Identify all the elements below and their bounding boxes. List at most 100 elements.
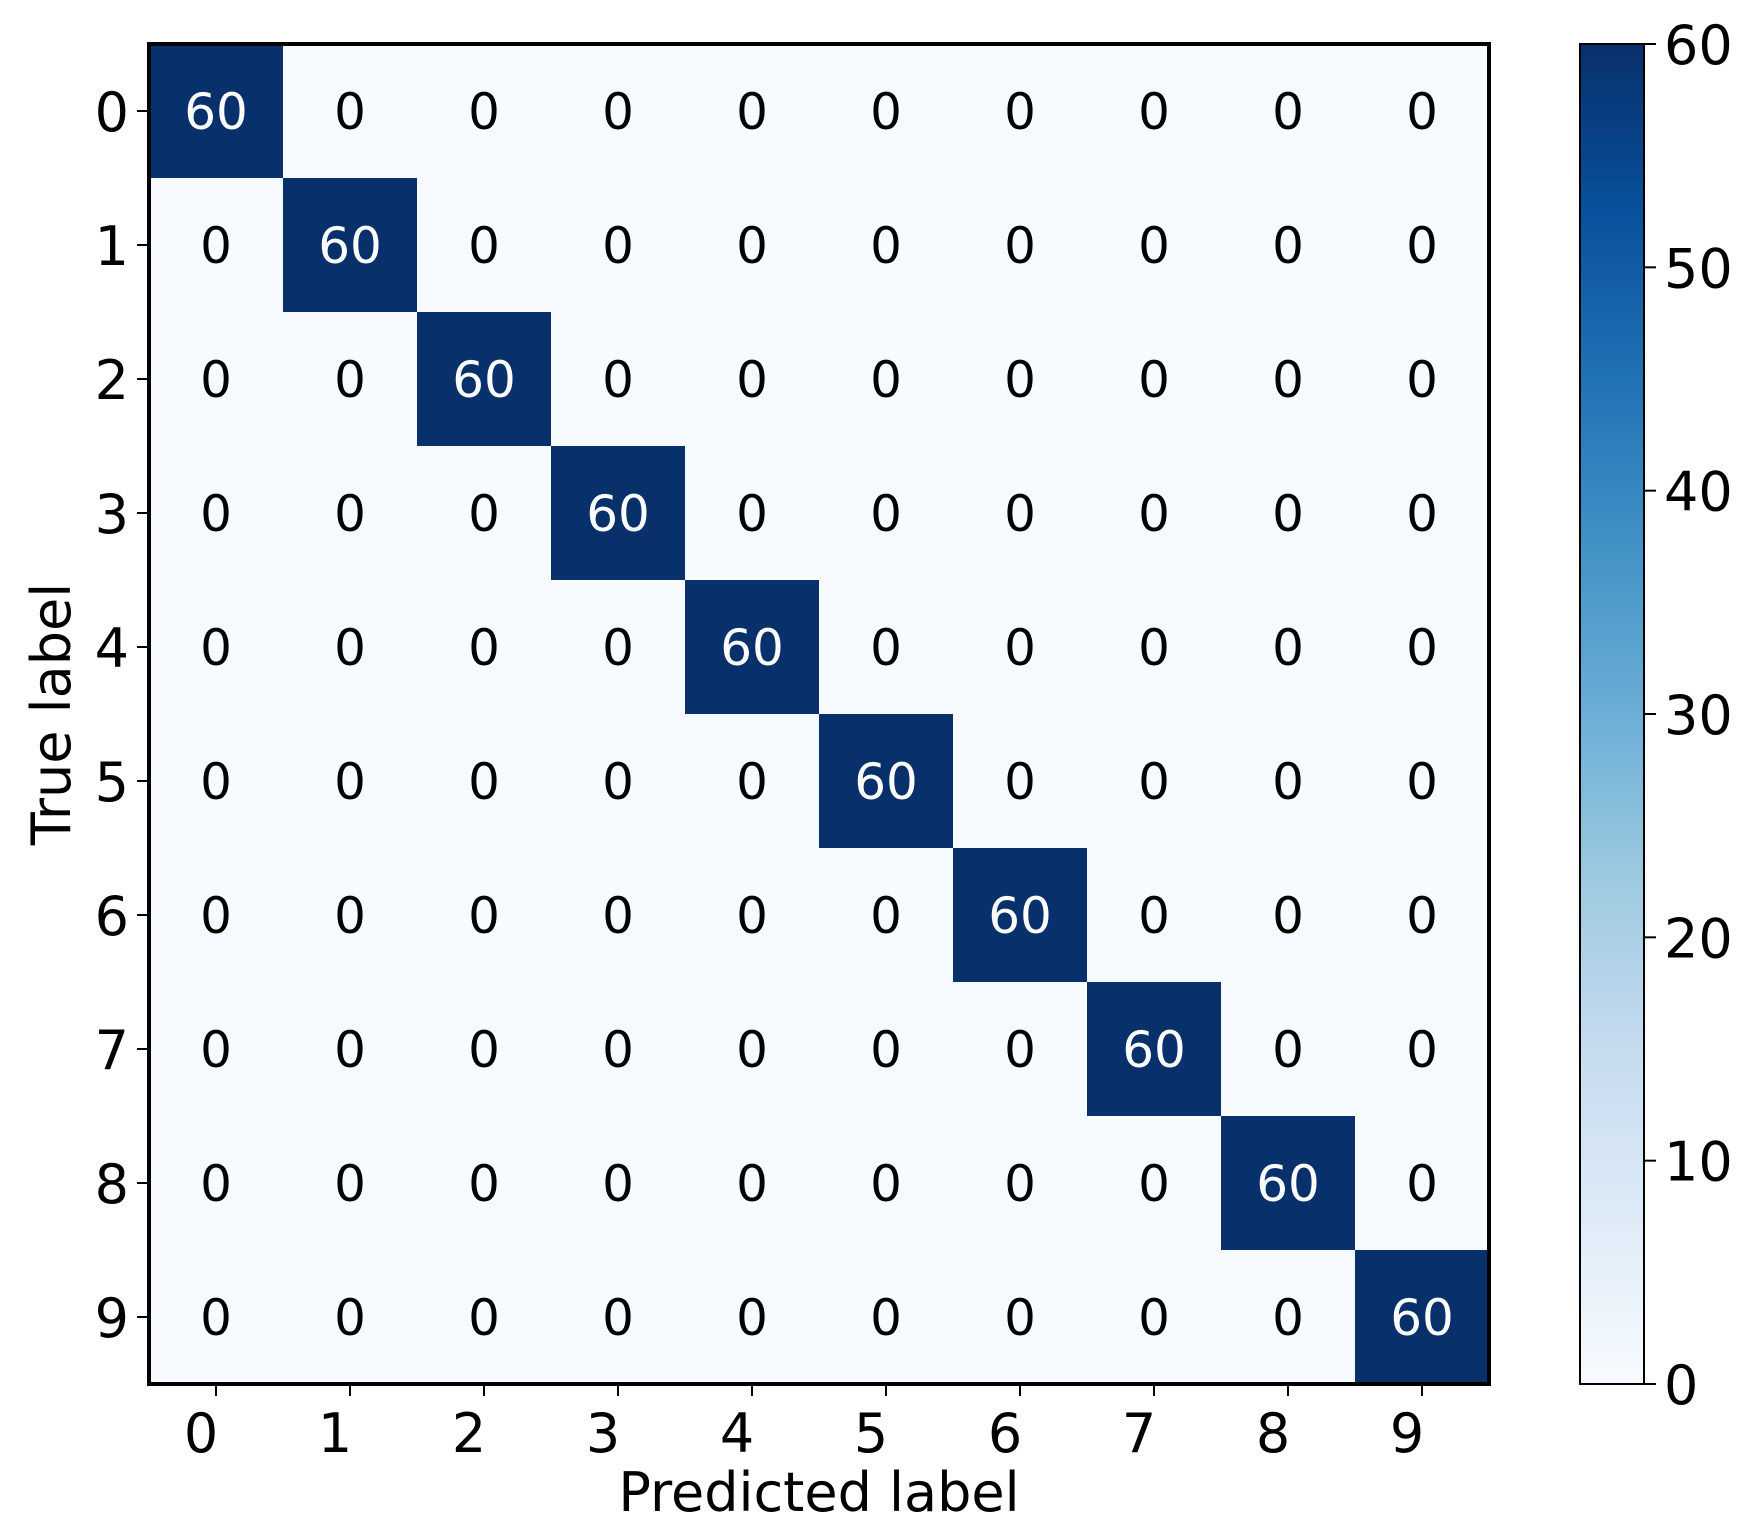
y-tick-label: 5 [95, 751, 129, 814]
x-tick-label: 3 [586, 1402, 620, 1465]
cell-value-label: 0 [736, 217, 768, 275]
heatmap-cell [551, 446, 686, 581]
cell-value-label: 0 [334, 619, 366, 677]
cell-value-label: 0 [1406, 351, 1438, 409]
y-tick-label: 7 [95, 1019, 129, 1082]
cell-value-label: 0 [870, 1021, 902, 1079]
x-tick-label: 9 [1390, 1402, 1424, 1465]
heatmap-cell [1221, 580, 1356, 715]
heatmap-cell [283, 848, 418, 983]
heatmap-cell [551, 714, 686, 849]
heatmap-cell [819, 848, 954, 983]
y-tick-label: 1 [95, 215, 129, 278]
y-tick-label: 3 [95, 483, 129, 546]
y-tick-label: 9 [95, 1287, 129, 1350]
cell-value-label: 0 [870, 1155, 902, 1213]
cell-value-label: 0 [1004, 1155, 1036, 1213]
heatmap-cell [283, 580, 418, 715]
heatmap-cell [819, 1250, 954, 1385]
heatmap-cell [1355, 1116, 1490, 1251]
colorbar-tick-label: 60 [1664, 14, 1733, 77]
heatmap-cell [819, 580, 954, 715]
cell-value-label: 0 [1272, 1021, 1304, 1079]
colorbar-ticks: 0 10 20 30 40 50 60 [1644, 14, 1733, 1417]
cell-value-label: 0 [334, 1289, 366, 1347]
heatmap-cell [551, 982, 686, 1117]
cell-value-label: 0 [468, 485, 500, 543]
heatmap-cell [283, 312, 418, 447]
cell-value-label: 0 [602, 217, 634, 275]
cell-value-label: 0 [1272, 83, 1304, 141]
cell-value-label: 0 [1272, 351, 1304, 409]
x-axis-label: Predicted label [618, 1461, 1019, 1524]
heatmap-cell [149, 714, 284, 849]
cell-value-label: 0 [200, 351, 232, 409]
cell-value-label: 0 [602, 1155, 634, 1213]
cell-value-label: 0 [870, 351, 902, 409]
heatmap-cell [1087, 44, 1222, 179]
heatmap-cell [953, 312, 1088, 447]
y-tick-label: 8 [95, 1153, 129, 1216]
cell-value-label: 0 [602, 619, 634, 677]
cell-value-label: 0 [1272, 1289, 1304, 1347]
heatmap-cell [1221, 982, 1356, 1117]
cell-value-label: 0 [1004, 485, 1036, 543]
heatmap-cell [685, 1116, 820, 1251]
heatmap-cell [149, 44, 284, 179]
heatmap-cell [1355, 1250, 1490, 1385]
cell-value-label: 0 [468, 1155, 500, 1213]
y-axis-label: True label [20, 583, 83, 846]
cell-value-label: 0 [1406, 1021, 1438, 1079]
heatmap-cell [1087, 580, 1222, 715]
cell-value-label: 0 [1406, 619, 1438, 677]
cell-value-label: 0 [1138, 83, 1170, 141]
cell-value-label: 0 [736, 83, 768, 141]
cell-value-label: 60 [318, 217, 382, 275]
cell-value-label: 0 [1004, 619, 1036, 677]
heatmap-cell [1087, 982, 1222, 1117]
heatmap-cell [1087, 714, 1222, 849]
cell-value-label: 0 [602, 1021, 634, 1079]
heatmap-cell [685, 446, 820, 581]
heatmap-cell [1355, 44, 1490, 179]
heatmap-cell [1087, 1250, 1222, 1385]
heatmap-cell [417, 848, 552, 983]
cell-value-label: 0 [1004, 1289, 1036, 1347]
heatmap-cell [685, 982, 820, 1117]
heatmap-cell [685, 312, 820, 447]
y-axis-ticks: 0 1 2 3 4 5 6 7 8 9 [95, 81, 149, 1350]
heatmap-cell [1087, 446, 1222, 581]
heatmap-cells [149, 44, 1490, 1385]
heatmap-cell [551, 312, 686, 447]
cell-value-label: 0 [736, 887, 768, 945]
cell-value-label: 0 [200, 1155, 232, 1213]
cell-value-label: 0 [736, 485, 768, 543]
cell-value-label: 0 [200, 1021, 232, 1079]
heatmap-cell [685, 580, 820, 715]
heatmap-cell [417, 714, 552, 849]
heatmap-cell [149, 580, 284, 715]
cell-value-label: 0 [870, 1289, 902, 1347]
cell-value-label: 0 [1004, 217, 1036, 275]
heatmap-cell [953, 1250, 1088, 1385]
heatmap-cell [953, 1116, 1088, 1251]
cell-value-label: 0 [468, 887, 500, 945]
cell-value-label: 0 [602, 887, 634, 945]
cell-value-label: 0 [1138, 753, 1170, 811]
x-tick-label: 5 [854, 1402, 888, 1465]
cell-value-label: 0 [602, 83, 634, 141]
cell-value-label: 60 [1122, 1021, 1186, 1079]
cell-value-label: 60 [586, 485, 650, 543]
cell-value-label: 0 [468, 1289, 500, 1347]
heatmap-cell [283, 1250, 418, 1385]
heatmap-cell [149, 982, 284, 1117]
cell-value-label: 0 [468, 217, 500, 275]
x-tick-label: 7 [1122, 1402, 1156, 1465]
cell-value-label: 0 [1272, 619, 1304, 677]
cell-value-label: 0 [736, 1021, 768, 1079]
heatmap-cell [283, 178, 418, 313]
heatmap-cell [953, 44, 1088, 179]
x-tick-label: 0 [184, 1402, 218, 1465]
heatmap-cell [819, 178, 954, 313]
cell-value-label: 0 [468, 619, 500, 677]
